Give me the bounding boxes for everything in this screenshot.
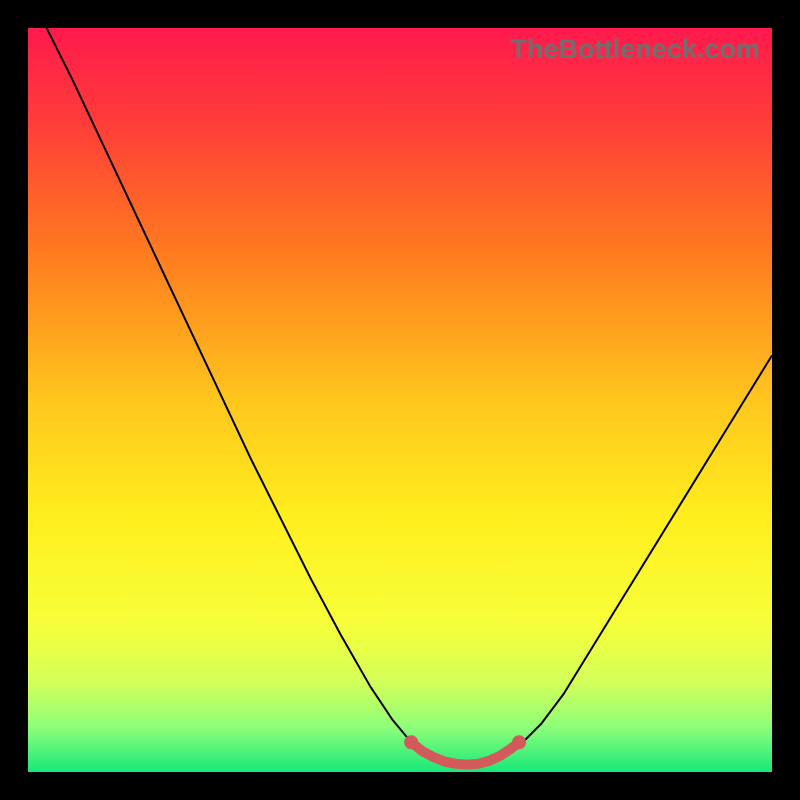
chart-frame: TheBottleneck.com — [0, 0, 800, 800]
trough-endcap-left — [404, 735, 418, 749]
watermark-text: TheBottleneck.com — [510, 34, 760, 65]
gradient-background — [28, 28, 772, 772]
plot-svg — [28, 28, 772, 772]
plot-area — [28, 28, 772, 772]
trough-endcap-right — [512, 735, 526, 749]
